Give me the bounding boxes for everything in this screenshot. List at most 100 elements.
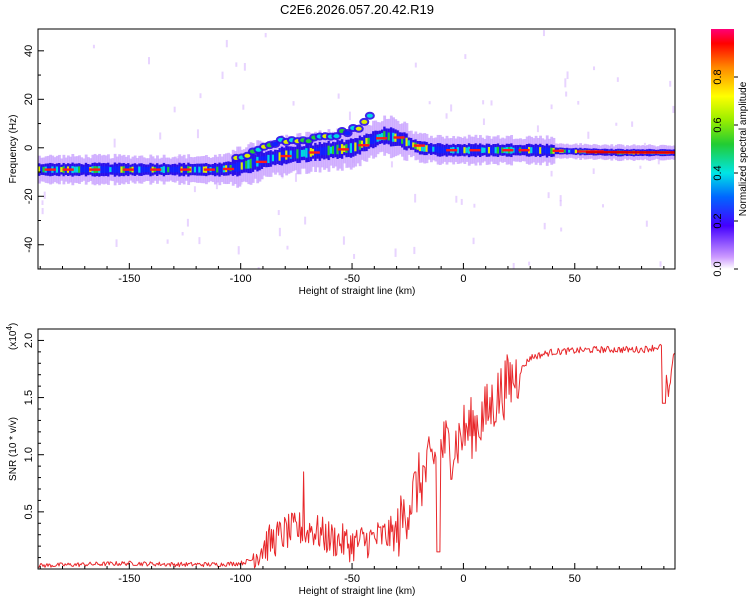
spectrum-peak: [481, 147, 485, 154]
spectrum-peak: [234, 163, 237, 172]
spectrum-speckle: [414, 62, 417, 68]
spectrum-speckle: [243, 63, 246, 71]
spectrum-peak: [265, 155, 269, 164]
spectrum-peak: [147, 167, 150, 173]
spectrum-speckle: [615, 122, 618, 126]
spectrum-speckle: [547, 192, 550, 199]
spectrum-peak: [347, 143, 351, 153]
spectrum-peak: [334, 145, 338, 154]
spectrum-peak: [409, 140, 413, 147]
spectrum-speckle: [215, 180, 218, 190]
spectrum-max-peak: [413, 144, 425, 147]
spectrum-peak: [385, 132, 389, 140]
x-tick-label: -50: [344, 573, 360, 585]
spectrum-peak: [572, 149, 576, 153]
spectrum-peak: [305, 148, 309, 158]
spectrum-peak: [423, 144, 427, 152]
spectrum-peak: [276, 153, 280, 161]
spectrum-speckle: [455, 195, 458, 203]
spectrum-peak: [100, 166, 104, 173]
snr-y-axis-label: SNR (10 * v/v): [8, 417, 19, 481]
spectrum-peak: [514, 147, 518, 153]
spectrum-max-peak: [62, 168, 74, 171]
spectrum-peak: [142, 166, 146, 173]
spectrum-speckle: [566, 71, 569, 80]
spectrum-max-peak: [89, 168, 101, 171]
spectrum-speckle: [221, 71, 224, 80]
spectrum-branch-peak: [272, 141, 279, 146]
spectrum-peak: [550, 147, 554, 154]
spectrum-peak: [485, 146, 489, 154]
spectrum-peak: [494, 147, 498, 154]
spectrum-speckle: [631, 121, 634, 127]
spectrum-peak: [200, 166, 204, 173]
spectrum-speckle: [482, 100, 485, 105]
spectrum-peak: [325, 146, 329, 155]
spectrum-peak: [245, 160, 248, 169]
spectrum-peak: [136, 166, 139, 173]
spectrum-peak: [260, 156, 264, 165]
spectrum-peak: [530, 147, 534, 154]
spectrum-peak: [113, 166, 117, 174]
y-tick-label: 1.5: [23, 390, 35, 405]
spectrum-peak: [405, 137, 409, 147]
spectrum-max-peak: [358, 144, 370, 147]
spectrum-speckle: [225, 39, 228, 48]
spectrum-peak: [242, 161, 246, 170]
spectrum-peak: [193, 166, 197, 173]
spectrum-peak: [169, 167, 173, 173]
spectrum-speckle: [92, 44, 95, 49]
spectrum-speckle: [564, 78, 567, 88]
spectrum-max-peak: [337, 148, 349, 151]
spectrum-speckle: [264, 32, 267, 38]
spectrum-speckle: [577, 100, 580, 105]
spectrum-max-peak: [223, 167, 235, 171]
spectrum-peak: [352, 143, 355, 153]
spectrum-speckle: [196, 129, 199, 139]
spectrum-peak: [356, 142, 360, 150]
spectrum-peak: [407, 140, 411, 146]
spectrogram-y-ticks: -40 -20 0 20 40: [23, 45, 44, 270]
colorbar-tick-label: 0.0: [712, 261, 724, 276]
spectrum-peak: [104, 166, 108, 173]
snr-x-ticks: -150 -100 -50 0 50: [39, 563, 665, 585]
y-tick-label: 0: [23, 145, 35, 151]
spectrum-speckle: [115, 239, 118, 247]
spectrum-peak: [118, 166, 122, 174]
spectrum-peak: [278, 152, 282, 161]
spectrum-peak: [167, 166, 171, 173]
spectrum-peak: [412, 142, 416, 148]
chart-title: C2E6.2026.057.20.42.R19: [280, 2, 434, 17]
spectrum-peak: [249, 158, 253, 169]
spectrum-speckle: [173, 106, 176, 113]
x-tick-label: -100: [230, 573, 252, 585]
spectrum-max-peak: [393, 136, 405, 139]
spectrum-max-peak: [518, 149, 530, 152]
spectrum-peak: [536, 147, 540, 154]
spectrum-peak: [218, 166, 222, 174]
spectrum-peak: [107, 166, 110, 174]
spectrum-peak: [436, 146, 440, 154]
spectrogram-x-axis-label: Height of straight line (km): [299, 286, 416, 297]
spectrum-speckle: [542, 30, 545, 37]
spectrum-speckle: [616, 77, 619, 82]
spectrum-speckle: [41, 200, 44, 205]
spectrum-peak: [458, 147, 462, 154]
spectrum-peak: [490, 147, 493, 153]
spectrum-peak: [216, 166, 220, 173]
spectrum-peak: [238, 162, 242, 172]
spectrum-peak: [271, 154, 275, 162]
spectrum-peak: [496, 146, 500, 154]
spectrum-peak: [75, 166, 79, 173]
spectrum-peak: [463, 147, 467, 154]
spectrum-peak: [483, 147, 487, 153]
spectrum-speckle: [159, 132, 162, 140]
spectrum-peak: [40, 166, 44, 173]
spectrum-speckle: [560, 227, 563, 232]
spectrum-peak: [120, 166, 124, 173]
spectrum-max-peak: [502, 149, 514, 152]
spectrum-peak: [374, 134, 378, 144]
y-tick-label: 2.0: [23, 333, 35, 348]
spectrum-speckle: [645, 220, 648, 227]
spectrum-peak: [73, 166, 77, 173]
